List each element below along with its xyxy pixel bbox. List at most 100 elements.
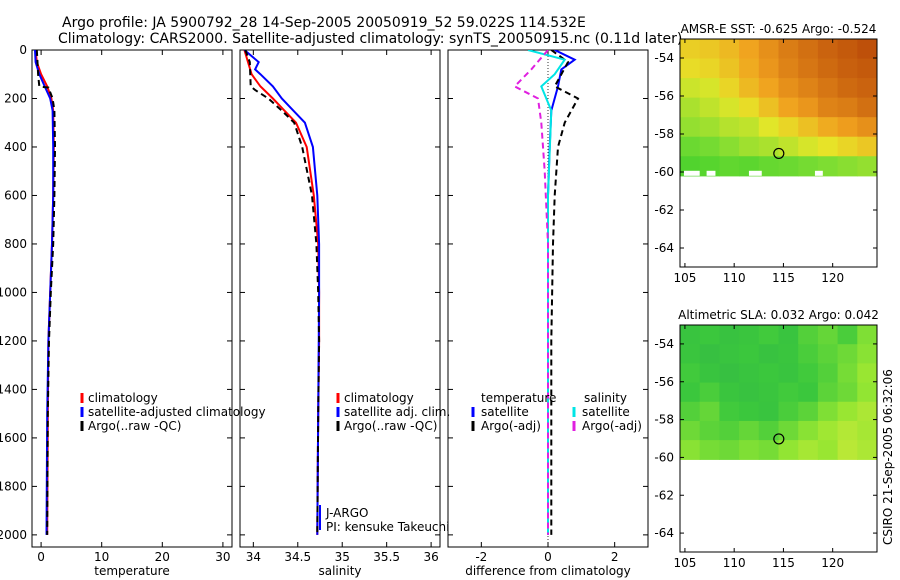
sla_map-cell <box>739 344 760 364</box>
sla_map-cell <box>758 325 780 345</box>
sst_map-cell <box>857 117 877 138</box>
sla_map-cell <box>758 420 780 441</box>
temperature-ytick-label: 200 <box>4 91 27 105</box>
sst_map-xtick-label: 105 <box>673 271 696 285</box>
sst_map-xtick-label: 120 <box>821 271 844 285</box>
temperature-ytick-label: 400 <box>4 140 27 154</box>
sla_map-panel: Altimetric SLA: 0.032 Argo: 0.042 105 110 1… <box>654 308 878 570</box>
sst_map-cell <box>739 39 760 60</box>
sst_map-cell <box>778 117 799 138</box>
sla_map-cell <box>719 420 740 441</box>
sst_map-cell <box>739 117 760 138</box>
temperature-ytick-label: 1200 <box>0 334 27 348</box>
sla_map-cell <box>817 325 839 345</box>
salinity-xtick-label: 34.5 <box>284 550 311 564</box>
sla_map-cell <box>719 401 740 422</box>
temperature-ytick-label: 1600 <box>0 431 27 445</box>
temperature-legend-label: climatology <box>88 391 158 405</box>
sst_map-xtick-label: 110 <box>723 271 746 285</box>
sla_map-cell <box>817 344 839 364</box>
sla_map-cell <box>798 401 819 422</box>
temperature-series-group <box>34 50 57 535</box>
sst_map-panel: AMSR-E SST: -0.625 Argo: -0.524 105 110 115… <box>654 22 878 285</box>
sla_map-cell <box>837 382 858 403</box>
sla_map-cell <box>798 325 819 345</box>
salinity-xtick-label: 35.5 <box>373 550 400 564</box>
sla_map-cell <box>857 401 877 422</box>
panels: 0 10 20 30020040060080010001200140016001800… <box>0 22 879 578</box>
sla_map-cell <box>719 325 740 345</box>
sst_map-cell <box>680 39 701 60</box>
sla_map-cell <box>798 344 819 364</box>
salinity-legend-label: climatology <box>344 391 414 405</box>
sst_map-cell <box>739 97 760 118</box>
sla_map-cell <box>699 382 720 403</box>
sla_map-ytick-label: -64 <box>654 526 674 540</box>
difference-xtick-label: 2 <box>611 550 619 564</box>
temperature-xlabel: temperature <box>94 564 169 578</box>
sst_map-cell <box>719 97 740 118</box>
temperature-frame <box>31 49 233 548</box>
temperature-ytick-label: 2000 <box>0 528 27 542</box>
sst-gap-patches <box>683 170 823 176</box>
sst_map-cell <box>699 78 720 99</box>
sla_map-cell <box>699 363 720 384</box>
sla_map-cell <box>739 440 760 460</box>
sla_map-cell <box>739 382 760 403</box>
sla_map-frame <box>679 324 878 553</box>
sla_map-cell <box>778 420 799 441</box>
sla_map-ytick-label: -56 <box>654 375 674 389</box>
sst_map-cell <box>798 78 819 99</box>
difference-legend: temperature salinitysatelliteArgo(-adj)sa… <box>471 391 642 433</box>
sst_map-cell <box>837 39 858 60</box>
sst_map-cell <box>699 58 720 79</box>
sst_map-cell <box>758 58 780 79</box>
sla_map-cell <box>719 344 740 364</box>
temperature-series-argo-raw-qc- <box>35 50 57 535</box>
salinity-xtick-label: 35 <box>335 550 350 564</box>
temperature-xtick-label: 0 <box>37 550 45 564</box>
sst_map-cell <box>758 97 780 118</box>
sla_map-cell <box>857 440 877 460</box>
sla_map-cell <box>837 325 858 345</box>
sst_map-cell <box>680 97 701 118</box>
sst_map-cell <box>817 78 839 99</box>
sst_map-cell <box>739 78 760 99</box>
sst-gap-patch <box>748 170 762 176</box>
sst_map-ytick-label: -58 <box>654 127 674 141</box>
sla_map-cell <box>758 382 780 403</box>
sla_map-xtick-label: 115 <box>772 556 795 570</box>
sst_map-xtick-label: 115 <box>772 271 795 285</box>
sst_map-cell <box>798 136 819 157</box>
header-line-1: Argo profile: JA 5900792_28 14-Sep-2005 … <box>62 15 586 31</box>
sst_map-ytick-label: -64 <box>654 241 674 255</box>
sst_map-cell <box>758 78 780 99</box>
sla_map-cell <box>739 325 760 345</box>
sla_map-cell <box>680 401 701 422</box>
difference-series-salinity-argo-adj- <box>513 50 549 535</box>
sst_map-cell <box>778 136 799 157</box>
sla_map-cell <box>778 363 799 384</box>
temperature-xtick-label: 20 <box>155 550 170 564</box>
sla_map-cell <box>739 420 760 441</box>
sla_map-cell <box>798 420 819 441</box>
sla_map-cell <box>857 420 877 441</box>
sla_map-heatmap <box>680 325 877 460</box>
difference-xlabel: difference from climatology <box>465 564 631 578</box>
sst_map-cell <box>837 117 858 138</box>
difference-xtick-label: -2 <box>475 550 487 564</box>
sst_map-cell <box>817 39 839 60</box>
temperature-ytick-label: 800 <box>4 237 27 251</box>
sst_map-cell <box>758 39 780 60</box>
sst_map-cell <box>798 117 819 138</box>
sla_map-cell <box>758 363 780 384</box>
sla_map-cell <box>680 344 701 364</box>
sst_map-cell <box>857 78 877 99</box>
salinity-xtick-label: 34 <box>246 550 261 564</box>
salinity-frame <box>239 49 441 548</box>
sla_map-cell <box>680 325 701 345</box>
difference-legend-label: Argo(-adj) <box>582 419 642 433</box>
temperature-ytick-label: 1800 <box>0 479 27 493</box>
